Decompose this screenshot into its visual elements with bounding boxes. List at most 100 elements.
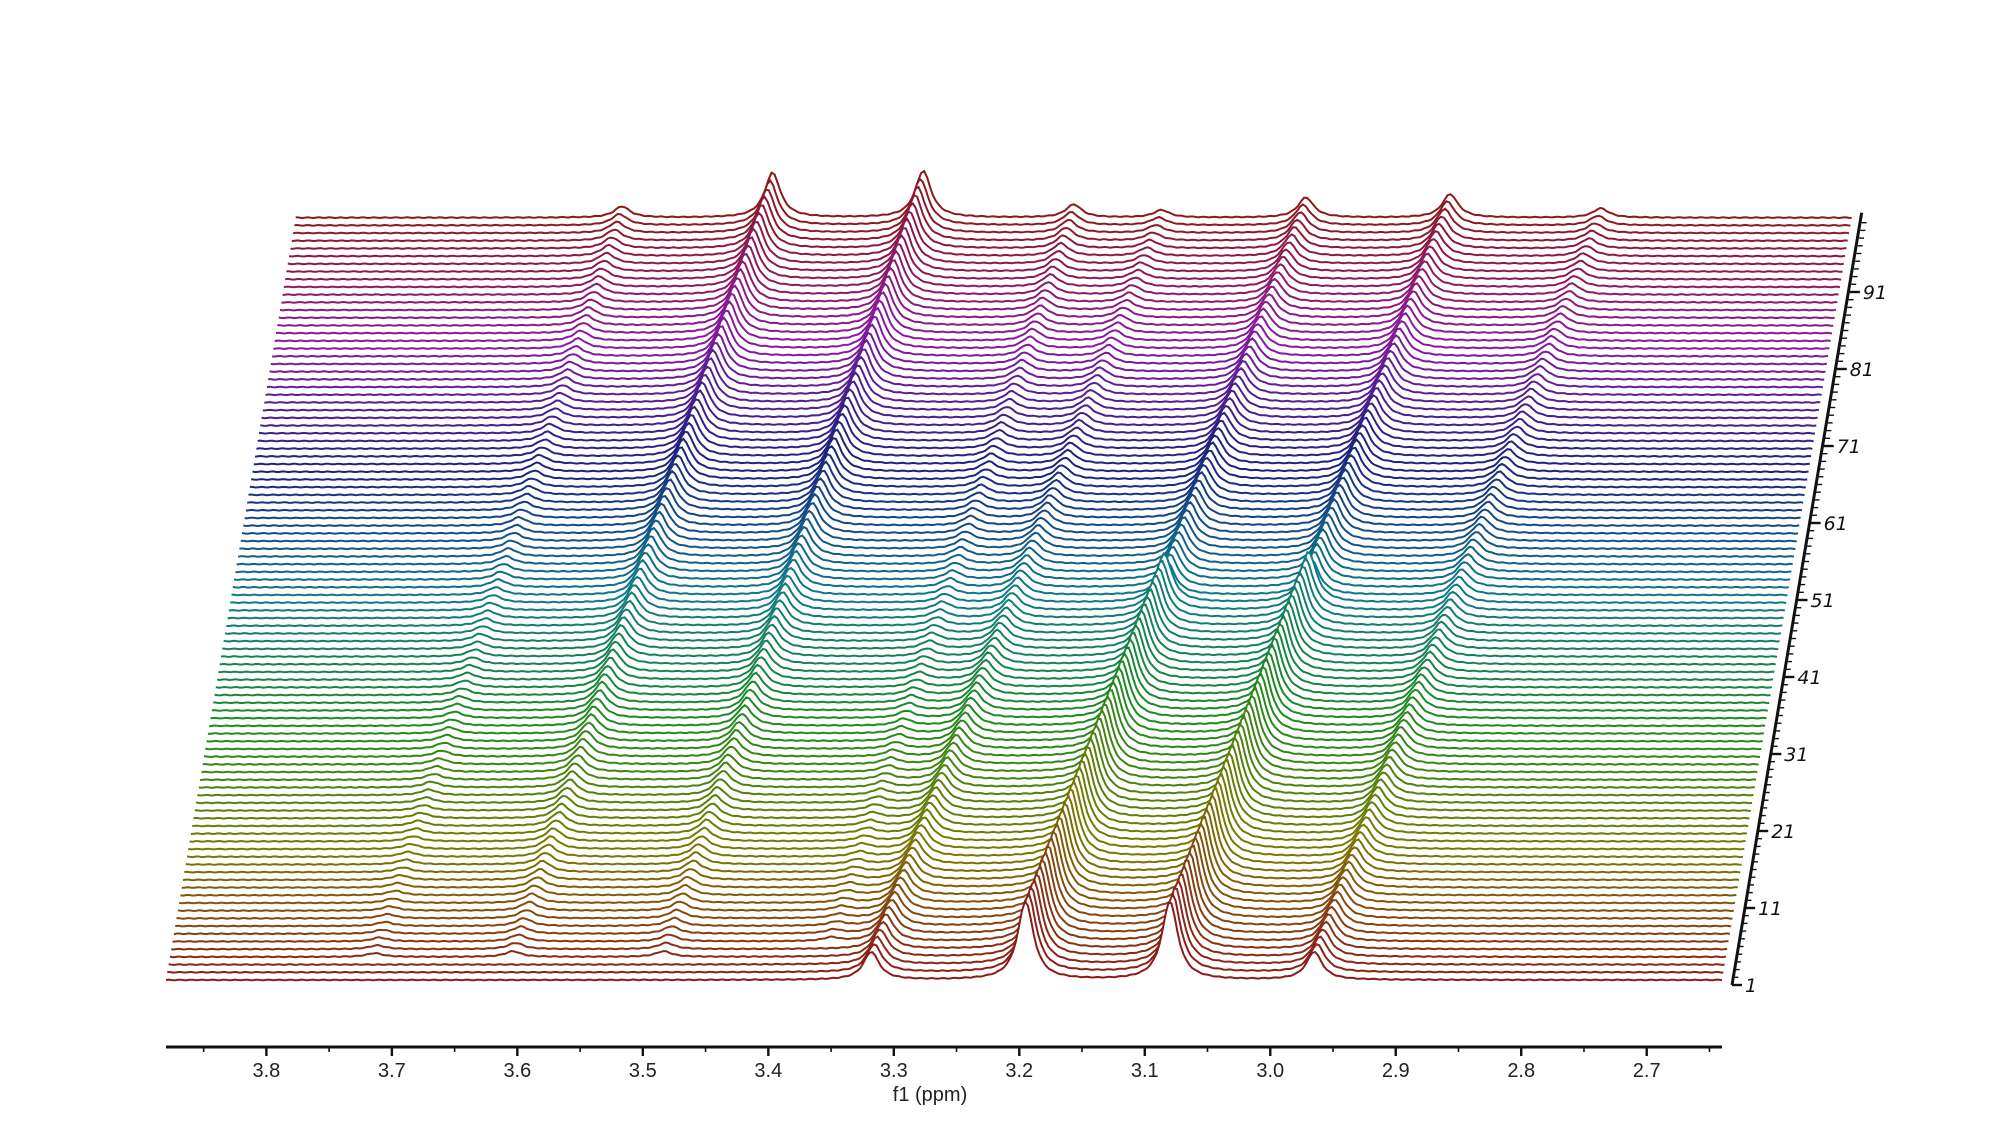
spectrum-trace-4 bbox=[169, 877, 1727, 959]
x-axis-tick-label: 3.8 bbox=[252, 1060, 280, 1082]
spectrum-trace-96 bbox=[290, 201, 1847, 250]
spectrum-trace-48 bbox=[227, 565, 1784, 620]
spectrum-trace-68 bbox=[253, 428, 1810, 466]
spectrum-trace-49 bbox=[228, 556, 1786, 612]
spectrum-trace-84 bbox=[274, 298, 1831, 343]
spectrum-occluder bbox=[222, 595, 1779, 650]
spectrum-trace-83 bbox=[273, 306, 1830, 350]
spectrum-trace-73 bbox=[260, 387, 1817, 427]
spectrum-trace-14 bbox=[182, 806, 1740, 882]
spectrum-trace-69 bbox=[254, 420, 1812, 458]
spectrum-trace-3 bbox=[168, 885, 1725, 966]
x-axis-tick-label: 3.0 bbox=[1256, 1060, 1284, 1082]
spectrum-trace-38 bbox=[214, 636, 1771, 697]
spectrum-occluder bbox=[294, 179, 1851, 227]
spectrum-trace-57 bbox=[239, 513, 1796, 551]
x-axis-tick-label: 2.9 bbox=[1382, 1060, 1410, 1082]
x-axis-tick-label: 3.4 bbox=[754, 1060, 782, 1082]
spectrum-trace-78 bbox=[266, 348, 1824, 389]
spectrum-trace-17 bbox=[186, 787, 1744, 859]
chemical-shift-axis: 3.8 3.7 3.6 3.5 3.4 3.3 3.2 3.1 3.0 2.9 2.8 2.7 bbox=[166, 1045, 1722, 1082]
spectrum-trace-42 bbox=[219, 607, 1776, 666]
x-axis-tick-label: 3.1 bbox=[1131, 1060, 1159, 1082]
spectrum-trace-26 bbox=[198, 722, 1755, 789]
spectrum-trace-79 bbox=[268, 338, 1825, 381]
spectrum-trace-85 bbox=[275, 291, 1833, 335]
spectrum-index-label: 81 bbox=[1850, 359, 1874, 381]
spectrum-index-label: 71 bbox=[1837, 436, 1861, 458]
spectrum-trace-9 bbox=[176, 844, 1733, 920]
x-axis-tick-label: 3.5 bbox=[629, 1060, 657, 1082]
spectrum-trace-90 bbox=[282, 249, 1839, 297]
spectrum-trace-54 bbox=[235, 536, 1792, 574]
spectrum-trace-11 bbox=[178, 830, 1736, 905]
spectrum-trace-53 bbox=[233, 542, 1791, 581]
spectrum-trace-76 bbox=[264, 364, 1821, 404]
spectrum-trace-7 bbox=[173, 857, 1731, 936]
spectrum-trace-97 bbox=[291, 193, 1848, 243]
spectrum-trace-60 bbox=[243, 491, 1800, 528]
spectrum-occluder bbox=[211, 652, 1768, 712]
spectrum-trace-99 bbox=[294, 177, 1851, 227]
spectrum-trace-23 bbox=[194, 744, 1751, 812]
spectrum-trace-51 bbox=[231, 558, 1788, 597]
spectrum-trace-65 bbox=[249, 452, 1806, 489]
spectrum-trace-74 bbox=[261, 380, 1818, 420]
spectrum-trace-21 bbox=[192, 758, 1749, 828]
spectrum-trace-32 bbox=[206, 678, 1763, 743]
spectrum-trace-71 bbox=[257, 403, 1814, 443]
spectrum-trace-46 bbox=[224, 579, 1782, 635]
spectrum-trace-92 bbox=[285, 234, 1842, 281]
spectrum-trace-66 bbox=[251, 445, 1808, 481]
spectrum-trace-5 bbox=[171, 872, 1728, 951]
spectrum-trace-67 bbox=[252, 437, 1809, 474]
x-axis-tick-label: 2.8 bbox=[1507, 1060, 1535, 1082]
spectrum-trace-8 bbox=[175, 849, 1732, 928]
spectrum-trace-61 bbox=[244, 483, 1801, 520]
spectrum-trace-82 bbox=[272, 315, 1829, 358]
spectrum-trace-18 bbox=[188, 778, 1745, 851]
spectrum-trace-88 bbox=[279, 266, 1837, 312]
spectrum-occluder bbox=[232, 552, 1789, 589]
spectrum-trace-62 bbox=[245, 476, 1802, 512]
spectrum-trace-31 bbox=[205, 686, 1762, 751]
spectrum-trace-28 bbox=[201, 707, 1758, 774]
spectrum-trace-27 bbox=[200, 714, 1757, 782]
spectrum-trace-2 bbox=[167, 891, 1724, 974]
spectra-traces bbox=[165, 169, 1852, 982]
spectrum-trace-19 bbox=[189, 773, 1746, 843]
spectrum-trace-63 bbox=[247, 467, 1804, 504]
spectrum-occluder bbox=[290, 203, 1847, 250]
spectrum-trace-29 bbox=[202, 701, 1759, 766]
spectrum-trace-47 bbox=[226, 571, 1783, 628]
spectrum-occluder bbox=[210, 659, 1767, 720]
x-axis-tick-label: 3.2 bbox=[1005, 1060, 1033, 1082]
spectrum-trace-80 bbox=[269, 331, 1826, 374]
spectrum-trace-24 bbox=[195, 735, 1753, 805]
spectrum-trace-15 bbox=[184, 802, 1741, 874]
spectrum-trace-35 bbox=[210, 657, 1767, 720]
spectrum-trace-89 bbox=[281, 259, 1838, 304]
spectrum-trace-10 bbox=[177, 834, 1734, 913]
spectrum-trace-20 bbox=[190, 764, 1747, 836]
spectrum-trace-77 bbox=[265, 355, 1822, 397]
spectrum-trace-98 bbox=[292, 185, 1850, 235]
spectrum-index-label: 31 bbox=[1784, 744, 1808, 766]
spectrum-trace-58 bbox=[240, 506, 1797, 543]
spectrum-trace-45 bbox=[223, 585, 1780, 643]
spectrum-trace-41 bbox=[218, 614, 1775, 674]
spectrum-trace-75 bbox=[262, 371, 1819, 412]
spectrum-index-label: 41 bbox=[1797, 667, 1821, 689]
spectrum-trace-12 bbox=[180, 821, 1737, 897]
x-axis-tick-label: 3.6 bbox=[503, 1060, 531, 1082]
spectrum-trace-40 bbox=[217, 622, 1774, 682]
spectrum-index-label: 1 bbox=[1745, 975, 1757, 997]
spectrum-trace-13 bbox=[181, 815, 1738, 889]
x-axis-tick-label: 3.7 bbox=[378, 1060, 406, 1082]
spectrum-trace-37 bbox=[213, 643, 1770, 705]
spectrum-index-label: 21 bbox=[1771, 821, 1795, 843]
spectrum-trace-30 bbox=[203, 694, 1761, 759]
spectrum-trace-72 bbox=[258, 396, 1815, 435]
